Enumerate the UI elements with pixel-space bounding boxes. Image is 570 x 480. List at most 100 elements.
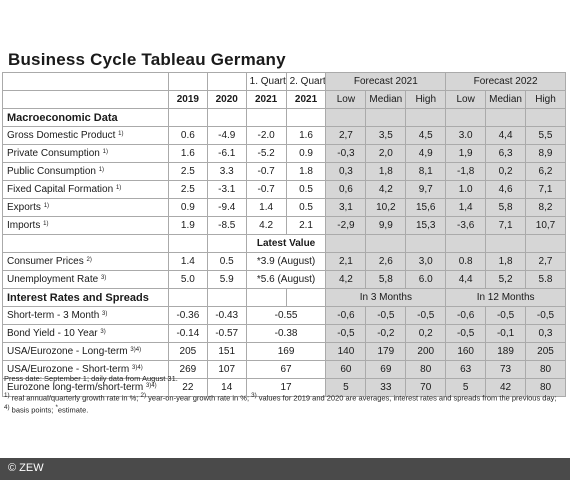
data-cell: 14 <box>206 378 247 397</box>
header-forecast-2022: Forecast 2022 <box>445 72 566 91</box>
data-cell: 2.5 <box>167 162 208 181</box>
data-cell: 0,3 <box>525 324 566 343</box>
page-title: Business Cycle Tableau Germany <box>8 50 286 69</box>
data-cell: 2,7 <box>525 252 566 271</box>
data-cell: 8,1 <box>405 162 447 181</box>
data-cell: 189 <box>485 342 527 361</box>
data-cell: 5.9 <box>206 270 247 289</box>
footnotes: 1) real annual/quarterly growth rate in … <box>4 392 557 415</box>
data-cell: *5.6 (August) <box>245 270 327 289</box>
data-cell: 0.5 <box>285 198 327 217</box>
data-cell: -0.43 <box>206 306 247 325</box>
data-cell: -4.9 <box>206 126 247 145</box>
table-row: Bond Yield - 10 Year 3) -0.14 -0.57 -0.38 -0… <box>2 324 566 343</box>
data-cell: 0,2 <box>405 324 447 343</box>
data-cell: 60 <box>325 360 367 379</box>
header-low: Low <box>445 90 487 109</box>
data-cell: 169 <box>245 342 327 361</box>
data-cell: 9,9 <box>365 216 407 235</box>
data-cell: -0,5 <box>365 306 407 325</box>
data-cell: 10,2 <box>365 198 407 217</box>
data-cell: 0.9 <box>167 198 208 217</box>
business-cycle-table: 1. Quartal 2. Quartal Forecast 2021 Fore… <box>2 72 566 397</box>
header-high: High <box>405 90 447 109</box>
data-cell: -0,6 <box>325 306 367 325</box>
data-cell: 1.8 <box>285 162 327 181</box>
data-cell: 1,8 <box>485 252 527 271</box>
data-cell: 6,3 <box>485 144 527 163</box>
data-cell: -0.57 <box>206 324 247 343</box>
data-cell: 0,2 <box>485 162 527 181</box>
data-cell: 15,6 <box>405 198 447 217</box>
row-label: Bond Yield - 10 Year 3) <box>2 324 169 343</box>
section-heading: Interest Rates and Spreads <box>2 288 169 307</box>
data-cell: 4,4 <box>445 270 487 289</box>
row-label: Unemployment Rate 3) <box>2 270 169 289</box>
data-cell: 1.4 <box>245 198 287 217</box>
section-row-interest: Interest Rates and Spreads In 3 Months In … <box>2 288 566 307</box>
row-label: Public Consumption 1) <box>2 162 169 181</box>
data-cell: 5,5 <box>525 126 566 145</box>
data-cell: -0.55 <box>245 306 327 325</box>
header-median: Median <box>365 90 407 109</box>
latest-value-heading: Latest Value <box>245 234 327 253</box>
data-cell: 5 <box>325 378 367 397</box>
section-heading <box>2 234 169 253</box>
data-cell: -2,9 <box>325 216 367 235</box>
data-cell: -0,5 <box>525 306 566 325</box>
header-year: 2021 <box>285 90 327 109</box>
data-cell: 4,2 <box>365 180 407 199</box>
data-cell: -0.7 <box>245 180 287 199</box>
table-body: 1. Quartal 2. Quartal Forecast 2021 Fore… <box>2 72 566 397</box>
data-cell: 80 <box>525 378 566 397</box>
data-cell: 10,7 <box>525 216 566 235</box>
header-low: Low <box>325 90 367 109</box>
header-q1: 1. Quartal <box>245 72 287 91</box>
data-cell: -0,1 <box>485 324 527 343</box>
data-cell: -0.38 <box>245 324 327 343</box>
table-row: Unemployment Rate 3) 5.0 5.9 *5.6 (August) 4… <box>2 270 566 289</box>
data-cell: 5,2 <box>485 270 527 289</box>
section-row-macro: Macroeconomic Data <box>2 108 566 127</box>
table-row: Gross Domestic Product 1) 0.6 -4.9 -2.0 1.6 2… <box>2 126 566 145</box>
section-heading: Macroeconomic Data <box>2 108 169 127</box>
table-row: Consumer Prices 2) 1.4 0.5 *3.9 (August) 2,1… <box>2 252 566 271</box>
data-cell: 0.6 <box>167 126 208 145</box>
data-cell: 1.6 <box>167 144 208 163</box>
data-cell: 1.0 <box>445 180 487 199</box>
in-3-months-heading: In 3 Months <box>325 288 447 307</box>
data-cell: 0.8 <box>445 252 487 271</box>
data-cell: 1,9 <box>445 144 487 163</box>
data-cell: -1,8 <box>445 162 487 181</box>
row-label: USA/Eurozone - Long-term 3)4) <box>2 342 169 361</box>
table-row: Exports 1) 0.9 -9.4 1.4 0.5 3,1 10,2 15,6 1,4 5,8… <box>2 198 566 217</box>
row-label: Private Consumption 1) <box>2 144 169 163</box>
data-cell: 2,7 <box>325 126 367 145</box>
data-cell: 8,9 <box>525 144 566 163</box>
data-cell: 3,1 <box>325 198 367 217</box>
row-label: Gross Domestic Product 1) <box>2 126 169 145</box>
data-cell: 3,5 <box>365 126 407 145</box>
data-cell: 4,2 <box>325 270 367 289</box>
data-cell: 9,7 <box>405 180 447 199</box>
row-label: Short-term - 3 Month 3) <box>2 306 169 325</box>
row-label: Imports 1) <box>2 216 169 235</box>
data-cell: -2.0 <box>245 126 287 145</box>
data-cell: 1.9 <box>167 216 208 235</box>
copyright-label: © ZEW <box>8 462 44 474</box>
data-cell: -0.36 <box>167 306 208 325</box>
header-high: High <box>525 90 566 109</box>
data-cell: 6,2 <box>525 162 566 181</box>
data-cell: 33 <box>365 378 407 397</box>
data-cell: 1,8 <box>365 162 407 181</box>
data-cell: 205 <box>525 342 566 361</box>
data-cell: -0,2 <box>365 324 407 343</box>
row-label: Consumer Prices 2) <box>2 252 169 271</box>
data-cell: 1,4 <box>445 198 487 217</box>
data-cell: 0.9 <box>285 144 327 163</box>
header-year: 2019 <box>167 90 208 109</box>
table-row: Imports 1) 1.9 -8.5 4.2 2.1 -2,9 9,9 15,3 -3,6 7,… <box>2 216 566 235</box>
data-cell: 4,6 <box>485 180 527 199</box>
data-cell: -3,6 <box>445 216 487 235</box>
data-cell: 205 <box>167 342 208 361</box>
